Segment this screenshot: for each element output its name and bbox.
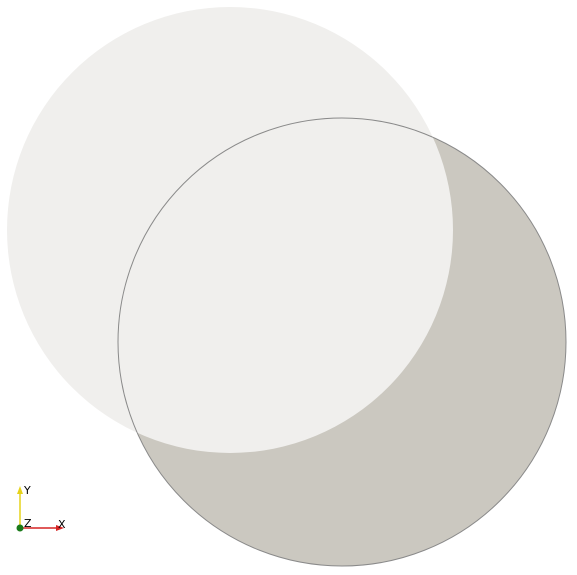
orientation-axes: Y X Z [16,484,66,532]
y-axis-label: Y [23,484,31,497]
x-axis-arrow [56,525,64,531]
y-axis-arrow [17,486,23,494]
back-disk-outline [117,117,453,453]
z-axis-label: Z [24,517,32,530]
front-disk [7,7,453,453]
z-axis-dot [16,524,24,532]
x-axis-label: X [58,518,66,531]
